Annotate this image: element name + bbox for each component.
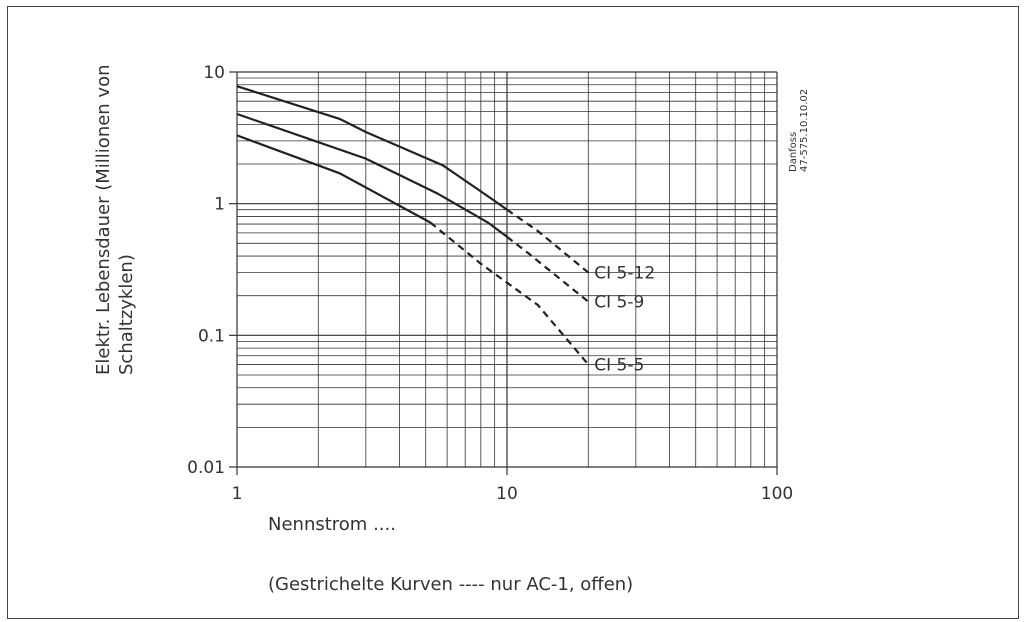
x-tick-label: 10 [496,484,518,504]
series-dashed-line [506,208,589,274]
y-tick-label: 0.1 [198,326,225,346]
side-text-line2: 47-575.10.10.02 [799,89,810,172]
series-solid-line [236,85,508,211]
curve-label: CI 5-9 [594,293,644,313]
curve-label: CI 5-5 [594,356,644,376]
curves [236,85,590,366]
side-text-line1: Danfoss [788,132,799,172]
y-axis-title-line1: Elektr. Lebensdauer (Millionen von [93,64,114,375]
grid [229,71,778,475]
y-tick-label: 1 [214,195,225,215]
dashed-curves-note: (Gestrichelte Kurven ---- nur AC-1, offe… [268,574,633,595]
y-tick-label: 10 [203,63,225,83]
curve-labels: CI 5-12 CI 5-9 CI 5-5 [594,264,655,376]
tick-labels: 10 1 0.1 0.01 1 10 100 [187,63,793,504]
x-axis-title: Nennstrom .... [268,514,396,535]
figure-frame [7,6,1019,619]
curve-label: CI 5-12 [594,264,655,284]
series-solid-line [236,112,508,238]
x-tick-label: 100 [761,484,793,504]
series-solid-line [236,134,431,224]
series-dashed-line [429,221,590,366]
x-tick-label: 1 [232,484,243,504]
series-dashed-line [506,235,589,303]
y-axis-title-line2: Schaltzyklen) [116,254,137,375]
y-tick-label: 0.01 [187,458,225,478]
